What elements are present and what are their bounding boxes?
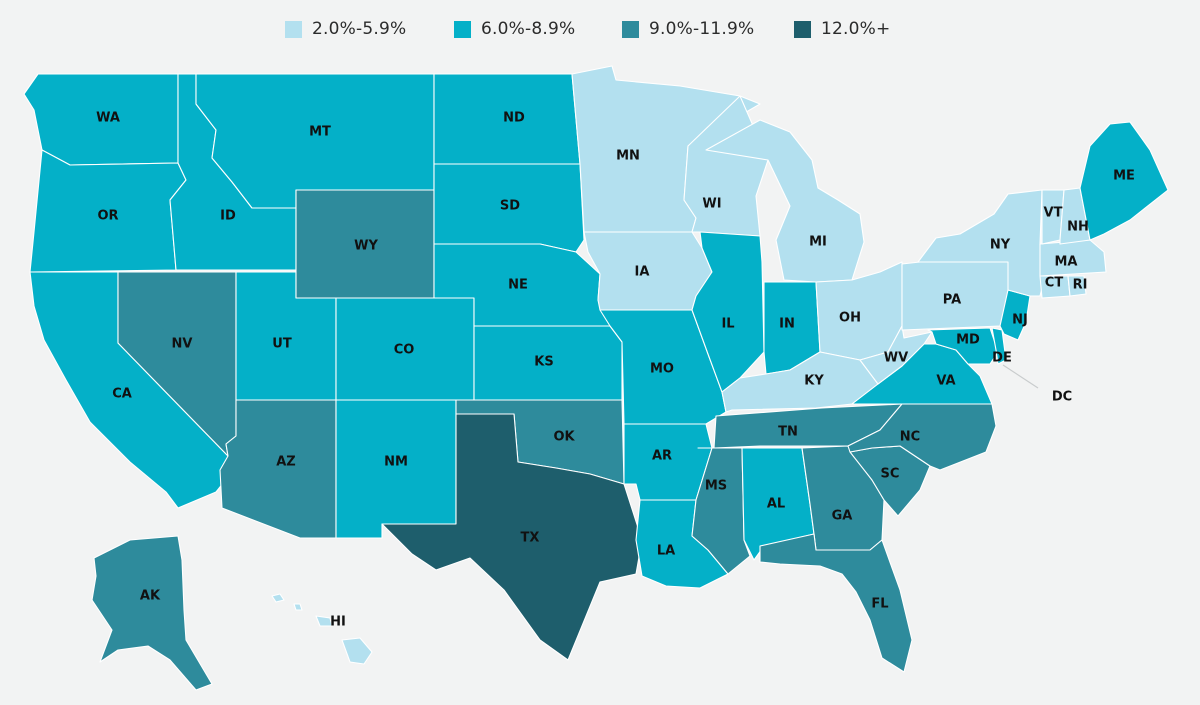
state-label-hi: HI xyxy=(330,615,346,630)
state-label-nd: ND xyxy=(503,111,525,126)
state-label-la: LA xyxy=(657,544,675,559)
state-label-va: VA xyxy=(936,374,955,389)
legend-label: 12.0%+ xyxy=(821,19,891,39)
state-label-az: AZ xyxy=(276,455,296,470)
state-hi-island-3[interactable] xyxy=(315,615,333,627)
state-label-wv: WV xyxy=(884,351,908,366)
state-label-sc: SC xyxy=(881,467,900,482)
state-label-ma: MA xyxy=(1055,255,1078,270)
state-label-in: IN xyxy=(779,317,795,332)
state-label-ny: NY xyxy=(990,238,1011,253)
state-label-id: ID xyxy=(220,209,236,224)
legend: 2.0%-5.9% 6.0%-8.9% 9.0%-11.9% 12.0%+ xyxy=(0,14,1200,44)
state-label-nm: NM xyxy=(384,455,408,470)
state-label-ak: AK xyxy=(140,589,161,604)
state-md[interactable] xyxy=(927,327,999,365)
state-il[interactable] xyxy=(691,231,765,393)
state-label-tn: TN xyxy=(778,425,798,440)
state-label-oh: OH xyxy=(839,311,861,326)
state-fl[interactable] xyxy=(759,533,913,673)
state-label-mo: MO xyxy=(650,362,674,377)
state-label-or: OR xyxy=(97,209,118,224)
state-ri[interactable] xyxy=(1067,275,1087,297)
state-label-ms: MS xyxy=(705,479,727,494)
state-hi[interactable] xyxy=(341,637,373,665)
state-hi-island-1[interactable] xyxy=(271,593,285,603)
state-nc[interactable] xyxy=(847,403,997,471)
state-me[interactable] xyxy=(1079,121,1169,241)
state-label-ca: CA xyxy=(112,387,132,402)
state-label-nv: NV xyxy=(172,337,193,352)
state-label-wa: WA xyxy=(96,111,120,126)
legend-label: 6.0%-8.9% xyxy=(481,19,576,39)
state-label-de: DE xyxy=(992,351,1012,366)
state-label-wy: WY xyxy=(354,239,378,254)
legend-swatch xyxy=(794,21,811,38)
state-label-ne: NE xyxy=(508,278,528,293)
state-label-vt: VT xyxy=(1044,206,1063,221)
state-label-fl: FL xyxy=(871,597,888,612)
state-label-ut: UT xyxy=(272,337,292,352)
state-label-dc: DC xyxy=(1052,390,1072,405)
state-de[interactable] xyxy=(991,327,1007,365)
state-label-ri: RI xyxy=(1073,278,1088,293)
state-label-ga: GA xyxy=(832,509,853,524)
state-label-pa: PA xyxy=(943,293,961,308)
state-label-ar: AR xyxy=(652,449,672,464)
state-label-ia: IA xyxy=(635,265,650,280)
state-ak[interactable] xyxy=(91,535,213,691)
state-label-ct: CT xyxy=(1045,276,1064,291)
state-label-md: MD xyxy=(956,333,980,348)
legend-swatch xyxy=(285,21,302,38)
state-label-nj: NJ xyxy=(1012,313,1028,328)
state-hi-island-2[interactable] xyxy=(293,603,303,611)
legend-swatch xyxy=(622,21,639,38)
dc-leader-line xyxy=(1002,364,1039,389)
state-ks[interactable] xyxy=(473,325,623,403)
state-label-tx: TX xyxy=(521,531,540,546)
state-label-al: AL xyxy=(767,497,785,512)
state-label-sd: SD xyxy=(500,199,520,214)
legend-label: 2.0%-5.9% xyxy=(312,19,407,39)
state-label-nh: NH xyxy=(1067,220,1089,235)
state-mi[interactable] xyxy=(705,119,865,283)
state-label-ok: OK xyxy=(553,430,575,445)
state-label-ks: KS xyxy=(534,355,553,370)
state-label-mn: MN xyxy=(616,149,640,164)
state-label-mt: MT xyxy=(309,125,331,140)
legend-swatch xyxy=(454,21,471,38)
legend-label: 9.0%-11.9% xyxy=(649,19,755,39)
state-label-mi: MI xyxy=(809,235,827,250)
state-label-me: ME xyxy=(1113,169,1135,184)
state-label-ky: KY xyxy=(804,374,824,389)
state-label-il: IL xyxy=(721,317,734,332)
state-label-co: CO xyxy=(394,343,415,358)
state-label-nc: NC xyxy=(900,430,920,445)
state-label-wi: WI xyxy=(702,197,721,212)
